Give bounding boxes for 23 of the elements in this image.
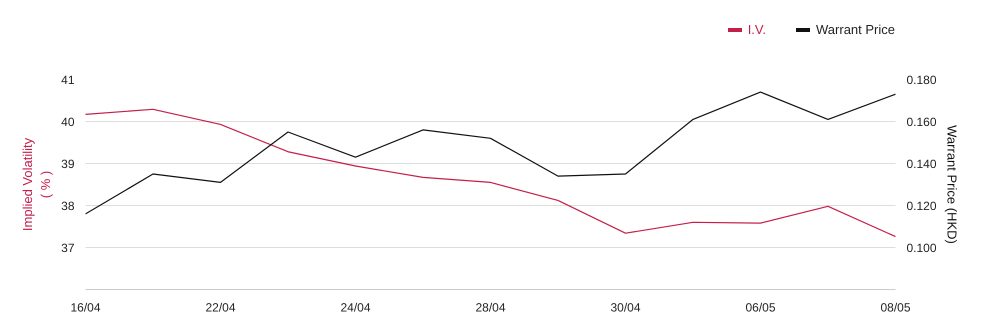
y-tick-label: 39	[61, 157, 75, 171]
y-tick-label: 40	[61, 115, 75, 129]
x-tick-label: 16/04	[70, 300, 101, 314]
x-tick-label: 06/05	[745, 300, 776, 314]
y2-tick-label: 0.100	[906, 241, 937, 255]
y2-tick-label: 0.140	[906, 157, 937, 171]
y2-tick-label: 0.180	[906, 73, 937, 87]
y2-tick-label: 0.120	[906, 199, 937, 213]
y2-tick-label: 0.160	[906, 115, 937, 129]
legend-label: Warrant Price	[816, 20, 895, 39]
y2-axis-title: Warrant Price (HKD)	[944, 125, 960, 244]
line-series	[86, 92, 896, 214]
line-series	[86, 108, 896, 238]
x-tick-label: 08/05	[880, 300, 911, 314]
y-tick-label: 37	[61, 241, 75, 255]
x-tick-label: 22/04	[205, 300, 236, 314]
y-axis-title: Implied Volatility ( % )	[20, 137, 54, 232]
x-tick-label: 30/04	[610, 300, 641, 314]
y-tick-label: 41	[61, 73, 75, 87]
legend-label: I.V.	[748, 20, 766, 39]
x-tick-label: 28/04	[475, 300, 506, 314]
x-tick-label: 24/04	[340, 300, 371, 314]
y-tick-label: 38	[61, 199, 75, 213]
